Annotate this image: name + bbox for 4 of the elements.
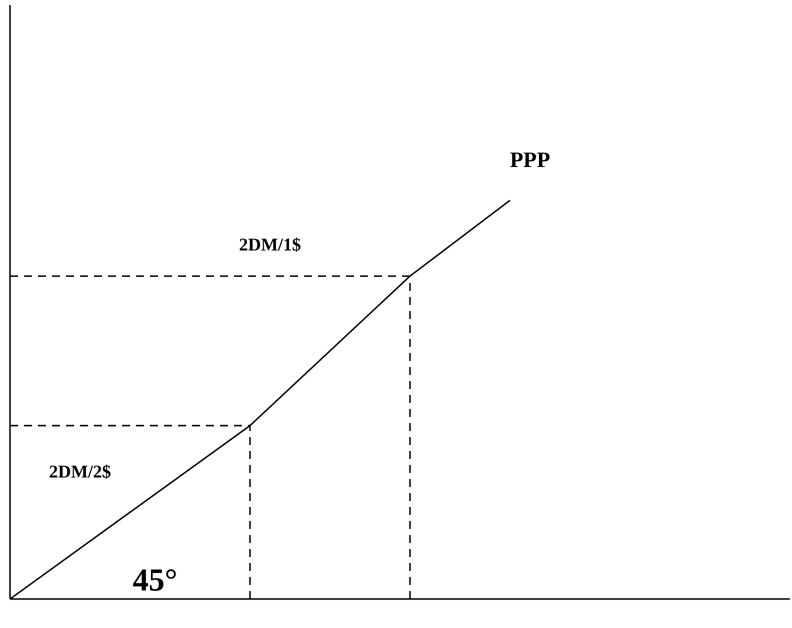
annotation: 2DM/1$ [239,234,301,256]
annotation: 45° [132,562,178,598]
annotation: 2DM/2$ [49,462,111,482]
series-label: PPP [510,147,550,174]
